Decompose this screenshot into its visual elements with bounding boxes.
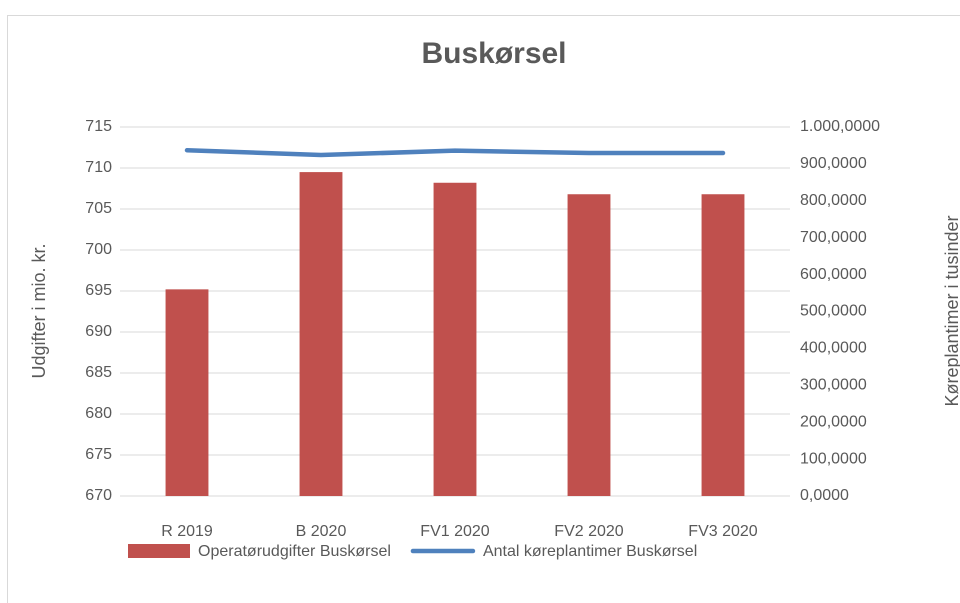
y-tick-label: 675 (85, 446, 112, 463)
x-tick-label: R 2019 (161, 523, 213, 540)
y2-axis-title: Køreplantimer i tusinder (942, 215, 960, 406)
legend-swatch (128, 544, 190, 558)
x-tick-label: FV3 2020 (688, 523, 757, 540)
y2-tick-label: 700,0000 (800, 229, 867, 246)
y2-tick-label: 800,0000 (800, 192, 867, 209)
y-tick-label: 670 (85, 487, 112, 504)
y-axis-title: Udgifter i mio. kr. (29, 243, 49, 378)
y2-tick-label: 1.000,0000 (800, 118, 880, 135)
y2-tick-label: 100,0000 (800, 450, 867, 467)
y-tick-label: 705 (85, 200, 112, 217)
y-tick-label: 700 (85, 241, 112, 258)
y2-tick-label: 0,0000 (800, 487, 849, 504)
y2-tick-label: 300,0000 (800, 377, 867, 394)
y-tick-label: 695 (85, 282, 112, 299)
chart-title: Buskørsel (421, 37, 566, 70)
y-tick-label: 690 (85, 323, 112, 340)
legend-label: Antal køreplantimer Buskørsel (483, 543, 697, 560)
y2-tick-label: 900,0000 (800, 155, 867, 172)
y2-tick-label: 500,0000 (800, 303, 867, 320)
y2-tick-label: 200,0000 (800, 413, 867, 430)
x-tick-label: FV2 2020 (554, 523, 623, 540)
x-tick-label: B 2020 (296, 523, 347, 540)
x-tick-label: FV1 2020 (420, 523, 489, 540)
y-tick-label: 685 (85, 364, 112, 381)
legend-label: Operatørudgifter Buskørsel (198, 543, 391, 560)
y2-tick-label: 400,0000 (800, 340, 867, 357)
y-tick-label: 710 (85, 159, 112, 176)
bar (701, 194, 745, 497)
y2-tick-label: 600,0000 (800, 266, 867, 283)
y-tick-label: 715 (85, 118, 112, 135)
y-tick-label: 680 (85, 405, 112, 422)
line (184, 147, 726, 158)
bar (567, 194, 611, 497)
bar (299, 172, 343, 496)
bar (165, 289, 209, 496)
bar (433, 182, 477, 496)
